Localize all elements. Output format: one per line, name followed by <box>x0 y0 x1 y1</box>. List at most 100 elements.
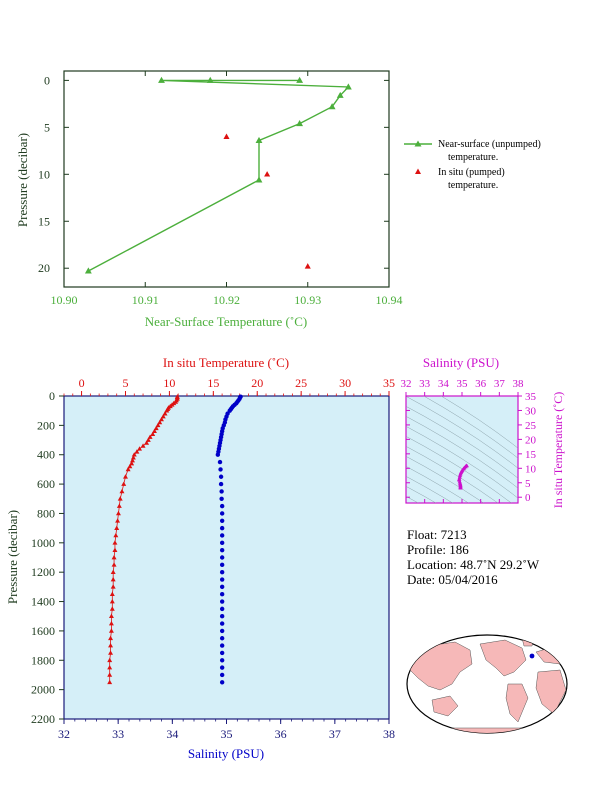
ts-temp-tick-label: 0 <box>525 492 531 504</box>
profile-temperature-point <box>162 411 168 416</box>
ts-temp-tick-label: 20 <box>525 434 537 446</box>
ts-density-contour <box>440 396 518 449</box>
ts-density-contour <box>406 446 499 503</box>
profile-salinity-point <box>219 643 225 648</box>
near-surface-unpumped-point <box>255 176 263 183</box>
float-id: Float: 7213 <box>407 527 467 542</box>
near-surface-y-tick-label: 15 <box>38 214 50 228</box>
profile-salinity-point <box>219 525 225 531</box>
near-surface-x-axis-label: Near-Surface Temperature (˚C) <box>145 314 307 329</box>
profile-temperature-point <box>159 416 164 422</box>
profile-pressure-tick-label: 0 <box>49 389 55 403</box>
profile-salinity-point <box>219 636 225 641</box>
profile-salinity-point <box>218 474 224 479</box>
profile-salinity-point <box>219 503 225 509</box>
legend-unpumped-label: Near-surface (unpumped) temperature. <box>438 138 541 164</box>
profile-pressure-tick-label: 1800 <box>31 653 55 667</box>
profile-salinity-tick-label: 38 <box>383 727 395 741</box>
profile-temperature-point <box>144 440 150 445</box>
profile-salinity-point <box>219 628 225 634</box>
profile-date: Date: 05/04/2016 <box>407 572 498 587</box>
location-map <box>406 634 568 734</box>
profile-temperature-point <box>107 679 113 685</box>
map-land-north-america <box>479 639 527 677</box>
profile-salinity-point <box>219 562 225 568</box>
map-land-greenland <box>521 635 535 647</box>
ts-salinity-tick-label: 34 <box>438 378 450 390</box>
ts-density-contour <box>406 436 512 503</box>
profile-temperature-point <box>113 532 119 538</box>
profile-salinity-point <box>219 592 225 597</box>
float-location: Location: 48.7˚N 29.2˚W <box>407 557 540 572</box>
ts-density-contour <box>406 416 518 489</box>
profile-salinity-point <box>219 658 225 663</box>
ts-salinity-tick-label: 32 <box>401 378 412 390</box>
near-surface-unpumped-point <box>158 76 165 83</box>
profile-pressure-tick-label: 1400 <box>31 595 55 609</box>
legend-unpumped-marker <box>414 140 422 147</box>
near-surface-x-tick-label: 10.93 <box>294 293 321 307</box>
profile-salinity-point <box>219 533 225 538</box>
profile-pressure-tick-label: 600 <box>37 477 55 491</box>
profile-salinity-point <box>219 540 225 546</box>
profile-salinity-point <box>219 672 225 678</box>
profile-temperature-point <box>110 584 116 589</box>
profile-temperature-point <box>125 466 131 472</box>
profile-number: Profile: 186 <box>407 542 469 557</box>
ts-profile-point <box>458 473 463 477</box>
near-surface-unpumped-point <box>328 103 336 110</box>
profile-temperature-point <box>134 449 140 454</box>
near-surface-unpumped-line <box>88 79 350 272</box>
profile-temperature-point <box>147 434 153 439</box>
ts-salinity-tick-label: 33 <box>419 378 431 390</box>
profile-salinity-point <box>219 511 225 516</box>
near-surface-unpumped-point <box>296 119 304 127</box>
profile-top-axis-label: In situ Temperature (˚C) <box>163 355 289 370</box>
profile-temperature-point <box>140 443 146 448</box>
profile-salinity-point <box>219 614 225 619</box>
profile-salinity-point <box>219 621 225 626</box>
profile-temp-tick-label: 5 <box>122 376 128 390</box>
ts-temp-tick-label: 25 <box>525 420 537 432</box>
profile-temperature-point <box>110 569 116 575</box>
near-surface-y-tick-label: 10 <box>38 167 50 181</box>
ts-temp-tick-label: 10 <box>525 463 537 475</box>
profile-chart: 0 5 10 15 20 25 30 35 32 33 34 35 36 37 38 0 200 400 600 80… <box>5 355 395 761</box>
profile-temperature-point <box>108 642 114 648</box>
near-surface-chart: 10.90 10.91 10.92 10.93 10.94 0 5 10 15 20 Near-S… <box>15 70 432 329</box>
profile-temperature-point <box>121 481 127 486</box>
legend-pumped-line-1: In situ (pumped) <box>438 167 505 178</box>
ts-density-contour <box>423 396 518 459</box>
profile-temperature-point <box>114 525 120 530</box>
profile-temp-tick-label: 15 <box>207 376 219 390</box>
near-surface-x-tick-label: 10.90 <box>51 293 78 307</box>
ts-temp-tick-label: 5 <box>525 478 531 490</box>
profile-temperature-point <box>130 458 135 463</box>
map-land-australia <box>431 695 459 717</box>
profile-pressure-tick-label: 400 <box>37 448 55 462</box>
profile-temperature-point <box>111 554 117 560</box>
ts-density-contour <box>406 406 518 479</box>
profile-temperature-point <box>152 428 157 434</box>
ts-diagram: 32 33 34 35 36 37 38 0 5 10 15 20 25 30 35 Salinity (P… <box>401 355 566 508</box>
near-surface-y-tick-label: 20 <box>38 261 50 275</box>
profile-bottom-axis-label: Salinity (PSU) <box>188 746 264 761</box>
ts-density-contour <box>406 396 518 469</box>
profile-salinity-point <box>218 481 224 487</box>
near-surface-unpumped-point <box>336 91 344 98</box>
profile-temperature-point <box>115 518 121 523</box>
ts-density-contours <box>406 396 518 503</box>
ts-temp-tick-label: 30 <box>525 405 537 417</box>
profile-pressure-tick-label: 2200 <box>31 712 55 726</box>
near-surface-unpumped-point <box>206 76 214 83</box>
ts-profile-point <box>458 485 463 490</box>
profile-temperature-point <box>130 455 136 460</box>
profile-temperature-point <box>108 650 114 655</box>
profile-plot-frame <box>63 395 390 720</box>
profile-temperature-point <box>164 408 170 413</box>
map-land-antarctica <box>419 727 561 733</box>
profile-salinity-tick-label: 35 <box>221 727 233 741</box>
legend-pumped-label: In situ (pumped) temperature. <box>438 166 505 192</box>
near-surface-plot-frame <box>63 70 390 288</box>
profile-salinity-tick-label: 32 <box>58 727 70 741</box>
